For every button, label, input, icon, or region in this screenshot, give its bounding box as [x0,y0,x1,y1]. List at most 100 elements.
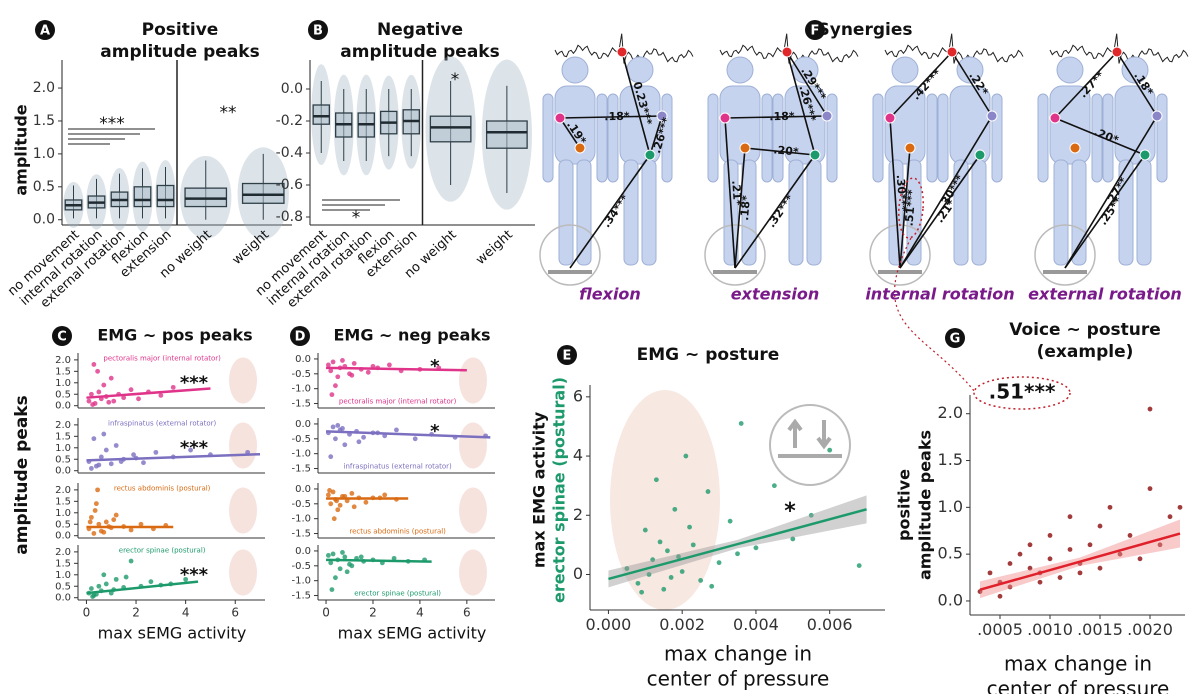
point [1067,514,1073,520]
synergy-edge [1054,117,1146,156]
y-tick-label: -1.0 [291,514,311,525]
y-tick-label: 1.0 [55,443,71,454]
body-leg [558,159,574,266]
synergy-edge [734,154,816,269]
body-leg [1136,159,1152,266]
synergy-edge [786,51,816,156]
point [676,554,681,560]
body-arm [596,93,608,183]
anatomy-sketch [459,487,487,534]
y-tick-label: -1.5 [291,464,311,475]
x-tick-label: .0020 [1127,620,1173,639]
body-arm [707,93,719,183]
point [412,436,418,442]
synergy-edge [1054,51,1118,119]
point [121,395,127,401]
fit-line [86,387,211,399]
y-tick-label: 2 [573,505,583,524]
point [103,447,109,453]
point [153,449,159,455]
point [1157,542,1163,548]
point [653,477,659,483]
muscle-label: pectoralis major (internal rotator) [103,355,221,363]
point [327,488,332,493]
confidence-band [608,495,867,588]
synergy-weight: .18* [769,110,795,123]
point [89,586,94,591]
platform-outline [704,224,766,286]
x-tick-label: 6 [231,606,239,620]
point [138,521,144,527]
y-tick-label: 1.5 [55,366,71,377]
point [856,563,862,568]
body-torso [554,85,596,165]
muscle-label: infraspinatus (external rotator) [108,420,217,428]
point [679,569,685,574]
x-tick-label: .0005 [977,620,1023,639]
y-tick-label: -0.4 [276,145,303,161]
point [672,506,678,512]
panel-letter: A [40,24,50,39]
body-arm [1156,93,1168,183]
significance: *** [180,372,209,393]
y-tick-label: 0.5 [55,581,71,592]
anatomy-sketch [229,422,257,469]
synergy-node [719,112,731,124]
fit-line [326,558,432,563]
point [331,516,337,522]
synergy-weight: .20* [773,143,800,158]
body-arm [926,93,938,183]
synergy-weight: .30*** [894,174,909,212]
point [89,466,94,471]
point [103,581,109,587]
point [86,398,92,404]
point [661,586,667,592]
y-tick-label: 6 [573,386,583,405]
box [133,186,152,208]
point [113,576,119,582]
panel-letter: F [811,24,820,39]
synergy-node [739,142,751,154]
box [312,104,330,125]
point [111,517,117,523]
anatomy-sketch [229,487,257,534]
fit-line [608,508,867,581]
annotation: .51*** [989,380,1056,404]
point [325,492,331,498]
panel-letter: D [295,330,306,345]
emg-trace [554,33,694,64]
annotation: * [784,499,796,524]
highlight-ellipse [898,177,924,239]
x-axis-label: max sEMG activity [338,624,487,643]
panel-title: Voice ~ posture [1009,320,1161,340]
body-arm [872,93,884,183]
point [394,427,399,433]
y-axis-label: amplitude peaks [12,395,32,554]
panel-title: EMG ~ neg peaks [333,326,490,345]
y-tick-label: 0.0 [295,546,311,557]
point [113,512,119,518]
x-tick-label: 6 [463,606,471,620]
point [333,436,338,442]
y-tick-label: -1.0 [291,576,311,587]
synergy-edge [1064,154,1146,269]
body-leg [806,159,822,266]
point [98,454,104,460]
point [690,542,696,548]
fit-line [86,452,261,462]
synergy-weight: .18* [738,195,753,221]
panel-letter-badge [945,328,965,348]
point [351,361,357,366]
panel-title: Negative [377,20,463,40]
point [727,518,733,524]
emg-trace [1049,33,1189,64]
synergy-edge [951,51,993,117]
box [429,115,472,143]
synergy-label: flexion [579,285,641,304]
point [96,462,102,468]
point [997,593,1003,599]
emg-trace [884,33,1024,64]
point [358,554,364,560]
